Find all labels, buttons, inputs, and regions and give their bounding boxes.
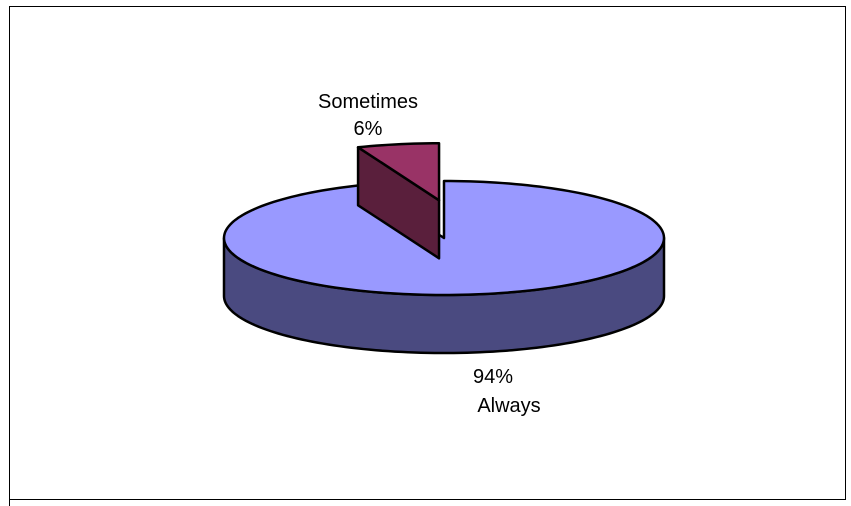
slice-sometimes: [356, 142, 441, 260]
slice-always: [222, 179, 666, 355]
label-sometimes-category: Sometimes: [318, 91, 418, 113]
slice-always-top: [222, 179, 666, 297]
chart-border: [9, 6, 846, 506]
slice-sometimes-top: [356, 142, 441, 202]
label-always-percent: 94%: [473, 366, 513, 388]
label-always-category: Always: [477, 395, 540, 417]
label-sometimes-percent: 6%: [354, 118, 383, 140]
pie-slices: [222, 142, 666, 355]
